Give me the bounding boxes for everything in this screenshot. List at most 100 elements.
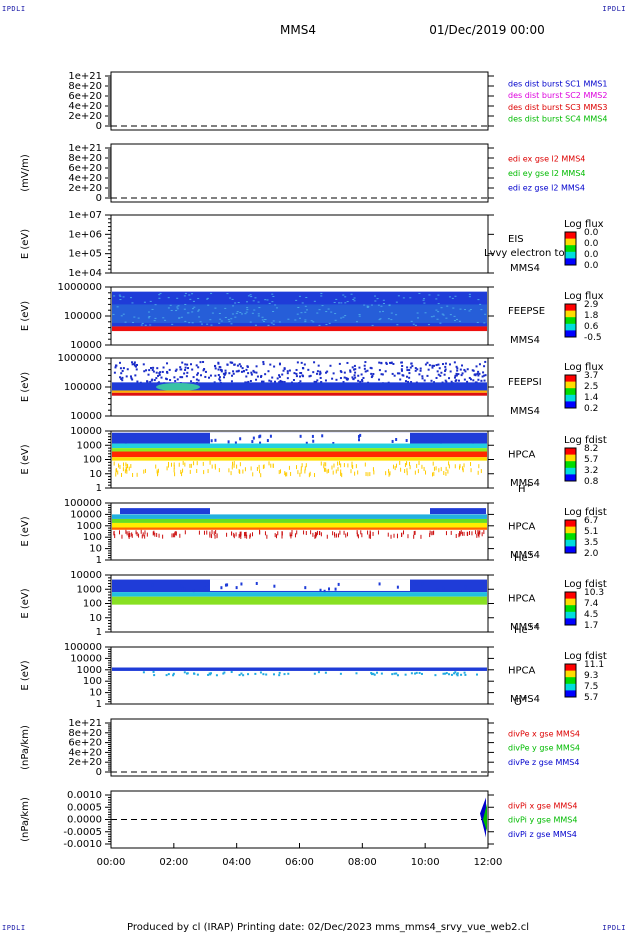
- colorbar-tick-label: 5.7: [584, 693, 598, 703]
- xtick-label: 04:00: [222, 857, 251, 868]
- ytick-label: 0: [96, 767, 102, 778]
- hplus-yellow-band: [112, 457, 487, 461]
- colorbar-tick-label: 3.2: [584, 466, 598, 476]
- feepse-red-band: [112, 326, 487, 332]
- colorbar-segment: [565, 304, 576, 312]
- legend-entry: des dist burst SC2 MMS2: [508, 91, 607, 100]
- colorbar-tick-label: 0.8: [584, 477, 599, 487]
- colorbar-segment: [565, 245, 576, 253]
- ytick-label: 1e+04: [68, 268, 102, 279]
- hplus-red-band: [112, 451, 487, 458]
- colorbar-tick-label: 10.3: [584, 588, 604, 598]
- y-axis-label: E (eV): [20, 372, 31, 402]
- y-axis-label: E (eV): [20, 588, 31, 618]
- colorbar-title: Log fdist: [564, 507, 607, 518]
- ytick-label: 100000: [64, 642, 102, 653]
- ytick-label: 8e+20: [68, 728, 102, 739]
- colorbar-segment: [565, 618, 576, 626]
- feepsi-red-line: [112, 392, 487, 396]
- ytick-label: 8e+20: [68, 153, 102, 164]
- ytick-label: 10: [89, 469, 102, 480]
- colorbar-tick-label: 1.7: [584, 621, 598, 631]
- heplusplus-gap: [210, 579, 410, 591]
- legend-entry: divPe z gse MMS4: [508, 758, 579, 767]
- colorbar-frame: [564, 231, 577, 266]
- ytick-label: 100000: [64, 311, 102, 322]
- colorbar-title: Log flux: [564, 362, 604, 373]
- legend-entry: edi ex gse l2 MMS4: [508, 155, 585, 164]
- colorbar-tick-label: 0.6: [584, 322, 599, 332]
- legend-entry: divPi x gse MMS4: [508, 801, 577, 810]
- ytick-label: 8e+20: [68, 81, 102, 92]
- colorbar-tick-label: 0.0: [584, 228, 599, 238]
- feepse-mid-band: [112, 304, 487, 323]
- legend-entry: des dist burst SC3 MMS3: [508, 103, 607, 112]
- colorbar-segment: [565, 605, 576, 613]
- heplusplus-green-band: [112, 596, 487, 605]
- species-label: O+: [514, 694, 528, 708]
- legend-entry: divPe x gse MMS4: [508, 729, 580, 738]
- colorbar: [564, 231, 577, 266]
- ytick-label: 6e+20: [68, 163, 102, 174]
- colorbar-tick-label: 7.5: [584, 682, 598, 692]
- colorbar-tick-label: 9.3: [584, 671, 598, 681]
- colorbar-tick-label: 0.0: [584, 239, 599, 249]
- xtick-label: 10:00: [411, 857, 440, 868]
- spacecraft-label: MMS4: [510, 550, 540, 561]
- colorbar-tick-label: 3.7: [584, 371, 598, 381]
- colorbar-tick-label: 2.9: [584, 300, 599, 310]
- colorbar-frame: [564, 663, 577, 698]
- colorbar-tick-label: 1.4: [584, 393, 599, 403]
- colorbar-segment: [565, 664, 576, 672]
- colorbar-segment: [565, 598, 576, 606]
- colorbar-frame: [564, 374, 577, 409]
- panel-frame: [110, 214, 489, 274]
- heplus-orange-band: [112, 527, 487, 530]
- colorbar-segment: [565, 323, 576, 331]
- instrument-label: FEEPSE: [508, 306, 545, 317]
- overlay-label: Lvvy electron to: [484, 248, 565, 259]
- spacecraft-label: MMS4: [510, 622, 540, 633]
- colorbar-segment: [565, 539, 576, 547]
- corner-tag-bottom-right: IPDLI: [602, 924, 626, 932]
- ytick-label: 100000: [64, 498, 102, 509]
- legend-entry: divPi z gse MMS4: [508, 830, 577, 839]
- ytick-label: 10: [89, 688, 102, 699]
- panel-3: 1e+07 1e+06 1e+05 1e+04 E (eV) EIS MMS4 Log flu…: [20, 210, 604, 279]
- feepsi-green-blob: [156, 383, 200, 391]
- ytick-label: 0: [96, 193, 102, 204]
- ytick-label: 0.0000: [67, 815, 102, 826]
- colorbar-segment: [565, 381, 576, 389]
- colorbar-tick-label: 0.2: [584, 404, 598, 414]
- y-axis-label: (nPa/km): [20, 725, 31, 770]
- ytick-label: 100: [83, 455, 102, 466]
- panel-background: [111, 719, 488, 776]
- colorbar-title: Log flux: [564, 219, 604, 230]
- ytick-label: 6e+20: [68, 738, 102, 749]
- ytick-label: 1: [96, 627, 102, 638]
- legend-entry: divPe y gse MMS4: [508, 744, 580, 753]
- colorbar: [564, 663, 577, 698]
- colorbar-tick-label: 0.0: [584, 261, 599, 271]
- ytick-label: 1e+05: [68, 249, 102, 260]
- colorbar-segment: [565, 251, 576, 259]
- colorbar-segment: [565, 375, 576, 383]
- colorbar-segment: [565, 670, 576, 678]
- heplus-top-left: [120, 508, 210, 515]
- corner-tag-top-left: IPDLI: [2, 5, 26, 13]
- colorbar-frame: [564, 303, 577, 338]
- colorbar-segment: [565, 533, 576, 541]
- ytick-label: 1000: [77, 521, 102, 532]
- colorbar-frame: [564, 591, 577, 626]
- panel-frame: [110, 143, 489, 203]
- legend-entry: edi ey gse l2 MMS4: [508, 169, 586, 178]
- colorbar-segment: [565, 448, 576, 456]
- xtick-label: 06:00: [285, 857, 314, 868]
- colorbar-segment: [565, 461, 576, 469]
- ytick-label: 1: [96, 699, 102, 710]
- colorbar-segment: [565, 611, 576, 619]
